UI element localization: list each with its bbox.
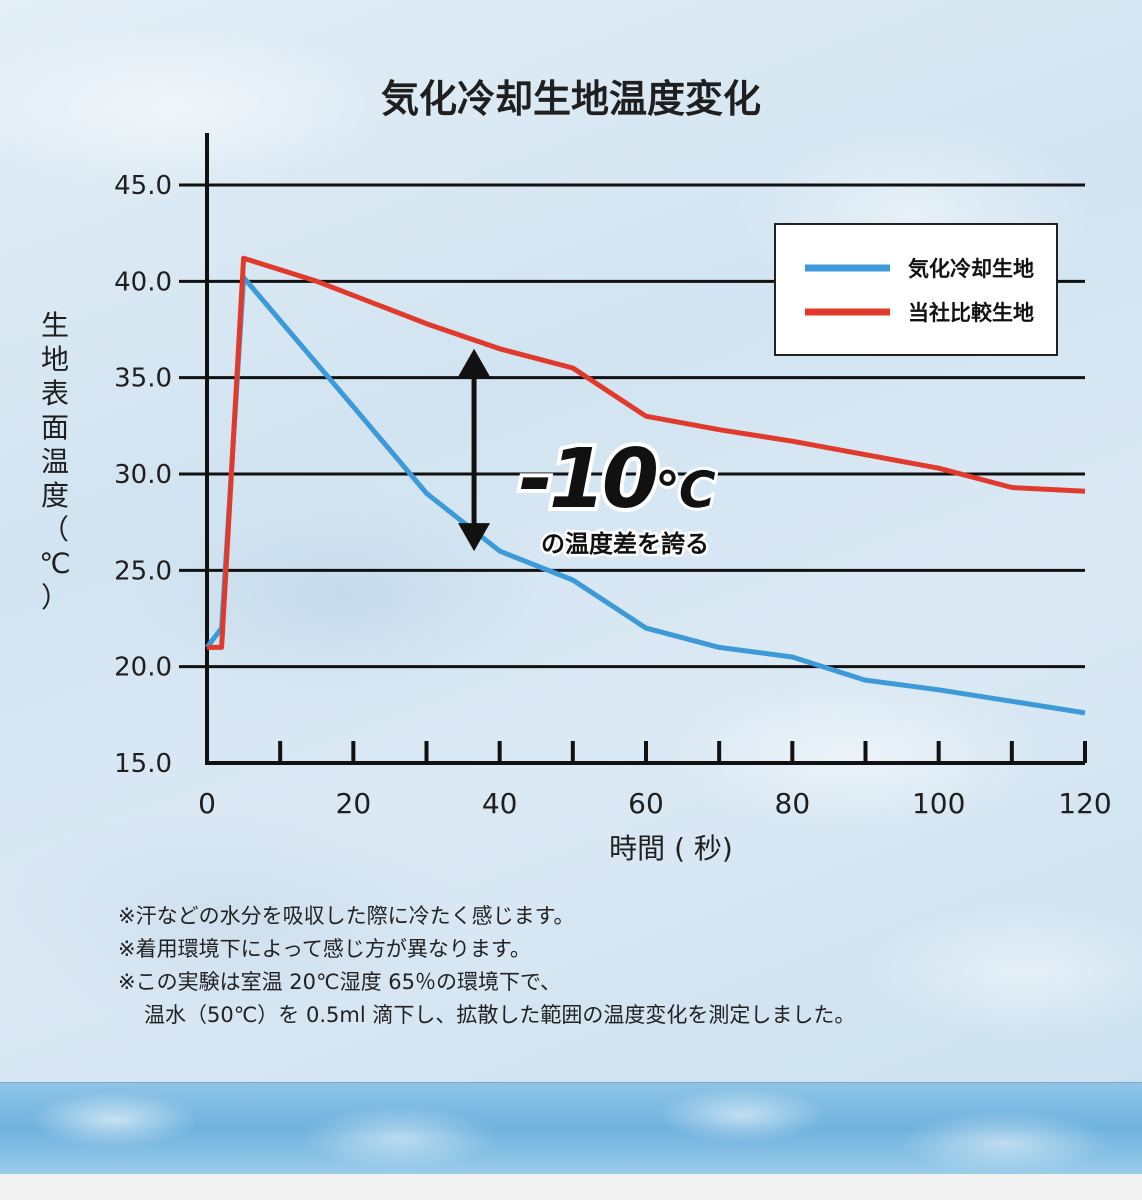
x-tick-label: 60 [628,787,664,820]
x-axis-label: 時間 ( 秒) [609,832,733,865]
x-tick-label: 40 [482,787,518,820]
footnotes: ※汗などの水分を吸収した際に冷たく感じます。 ※着用環境下によって感じ方が異なり… [118,900,1118,1032]
y-axis-label: 生地表面温度（℃） [39,309,70,614]
y-tick-label: 15.0 [114,749,172,779]
legend-box [774,223,1058,356]
x-tick-label: 80 [775,787,811,820]
y-tick-label: 35.0 [114,364,172,394]
x-tick-labels: 0 20 40 60 80 100 120 [198,787,1112,820]
annotation-value: -10 [519,432,657,527]
footnote-3: ※この実験は室温 20℃湿度 65％の環境下で、 [118,970,562,994]
difference-arrow-head-top [458,348,491,377]
y-tick-label: 30.0 [114,460,172,490]
chart-title: 気化冷却生地温度変化 [381,77,761,121]
axes [179,133,1087,765]
ice-background [0,0,1142,1080]
x-tick-label: 20 [336,787,372,820]
y-tick-label: 25.0 [114,556,172,586]
legend-label-series-0: 気化冷却生地 [908,257,1034,281]
series-line-0 [205,275,1086,716]
series-lines [205,255,1086,716]
legend-label-series-1: 当社比較生地 [908,301,1034,325]
y-tick-label: 45.0 [114,171,172,201]
y-tick-label: 40.0 [114,267,172,297]
temperature-chart: 気化冷却生地温度変化 45.040.035.030.025.020.015.0 … [39,77,1112,865]
y-tick-label: 20.0 [114,653,172,683]
difference-arrow-head-bottom [458,523,491,552]
footnote-4: 温水（50℃）を 0.5ml 滴下し、拡散した範囲の温度変化を測定しました。 [144,1003,856,1027]
legend: 気化冷却生地 当社比較生地 [774,223,1058,356]
ice-photo-band [0,1082,1142,1175]
x-tick-label: 100 [912,787,965,820]
grid-lines [207,183,1085,669]
temperature-difference-annotation: -10 ℃ の温度差を誇る [458,348,719,561]
x-tick-label: 120 [1058,787,1111,820]
footnote-1: ※汗などの水分を吸収した際に冷たく感じます。 [118,904,575,928]
x-tick-label: 0 [198,787,216,820]
bottom-strip [0,1174,1142,1200]
annotation-caption: の温度差を誇る [541,530,709,558]
annotation-unit: ℃ [655,461,716,519]
footnote-2: ※着用環境下によって感じ方が異なります。 [118,937,531,961]
y-tick-labels: 45.0 40.0 35.0 30.0 25.0 20.0 15.0 [114,171,172,779]
series-line-1 [207,255,1086,650]
